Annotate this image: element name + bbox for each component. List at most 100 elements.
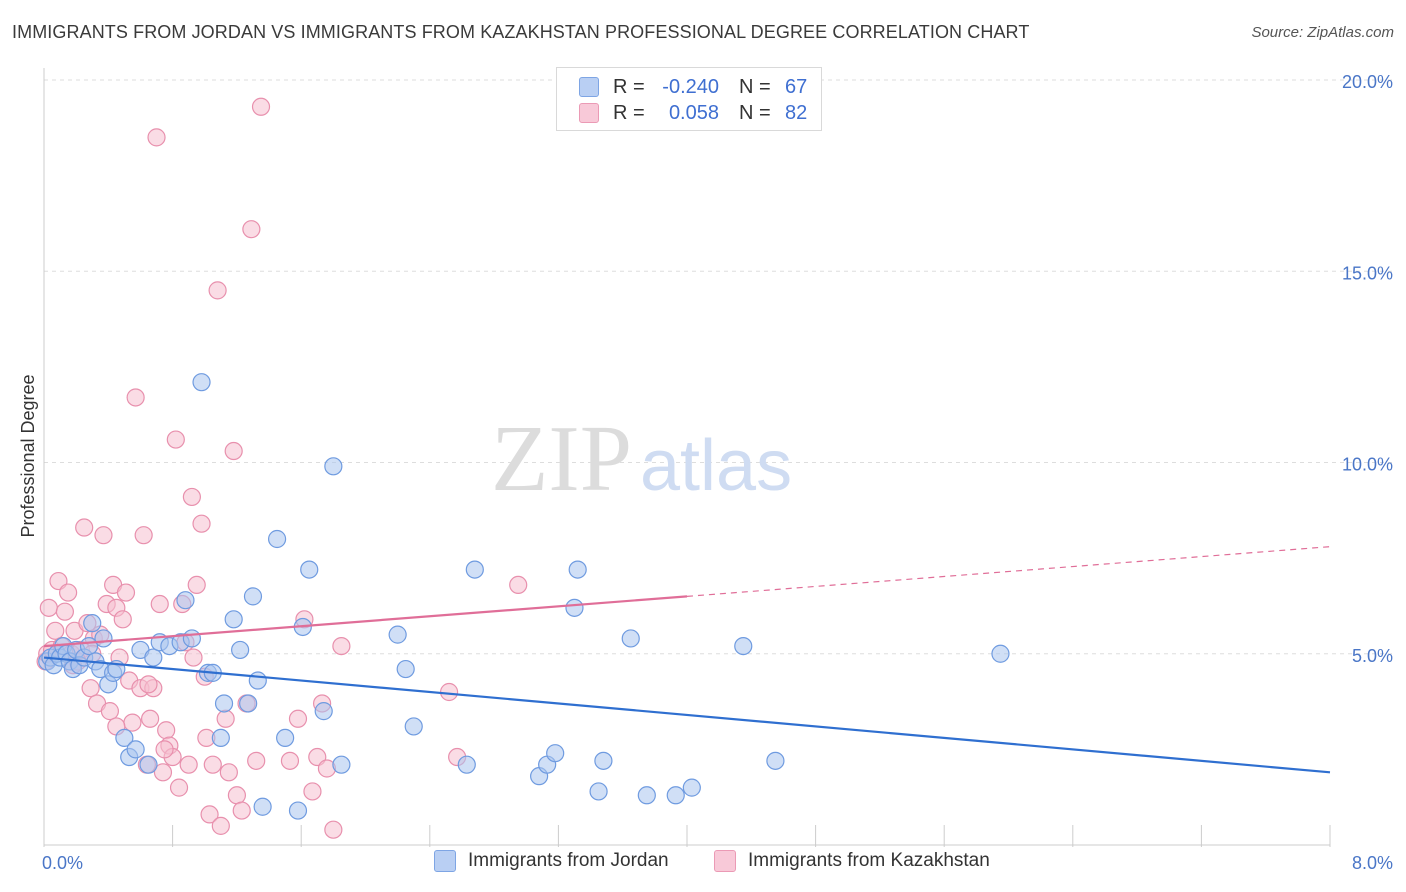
kazakhstan-trend-line xyxy=(43,595,688,648)
x-tick-label: 0.0% xyxy=(42,853,83,873)
data-point xyxy=(267,529,287,549)
data-point xyxy=(94,629,113,648)
data-point xyxy=(150,594,169,614)
data-point xyxy=(113,610,132,629)
data-point xyxy=(176,591,195,610)
axis-layer xyxy=(43,68,1331,847)
r-value-jordan: -0.240 xyxy=(662,75,719,98)
watermark-atlas: atlas xyxy=(640,426,792,506)
data-point xyxy=(203,755,222,774)
stats-row-jordan: R = -0.240 N = 67 xyxy=(579,74,807,100)
data-point xyxy=(126,388,145,407)
data-point xyxy=(46,621,65,640)
jordan-trend-line xyxy=(43,656,1331,774)
data-point xyxy=(239,694,258,713)
tick-labels: 5.0% 10.0% 15.0% 20.0% 0.0% 8.0% xyxy=(42,72,1393,873)
data-point xyxy=(100,702,120,721)
data-point xyxy=(169,778,189,797)
data-point xyxy=(179,755,198,774)
data-point xyxy=(546,744,565,763)
data-point xyxy=(81,679,100,698)
n-label: N = xyxy=(739,75,771,98)
data-point xyxy=(140,709,160,728)
n-value-kazakhstan: 82 xyxy=(785,101,808,124)
data-point xyxy=(59,583,78,602)
data-point xyxy=(666,786,685,805)
data-point xyxy=(75,518,94,537)
data-point xyxy=(208,281,227,300)
kazakhstan-trend-extension xyxy=(686,546,1331,597)
grid-layer xyxy=(44,79,1394,655)
data-point xyxy=(182,629,201,648)
jordan-legend-swatch xyxy=(434,850,456,872)
data-point xyxy=(509,575,528,595)
r-label: R = xyxy=(613,75,645,98)
data-point xyxy=(214,694,234,713)
y-tick-label: 5.0% xyxy=(1352,646,1393,666)
kazakhstan-legend-swatch xyxy=(714,850,736,872)
watermark-zip: ZIP xyxy=(491,407,632,511)
y-tick-label: 10.0% xyxy=(1342,455,1393,475)
data-point xyxy=(211,816,230,835)
data-point xyxy=(115,728,134,748)
data-point xyxy=(182,487,201,507)
n-value-jordan: 67 xyxy=(785,75,808,98)
x-tick-label: 8.0% xyxy=(1352,853,1393,873)
data-point xyxy=(288,801,308,820)
data-point xyxy=(276,728,295,748)
data-point xyxy=(219,763,238,782)
data-point xyxy=(139,755,158,774)
data-point xyxy=(396,659,415,679)
data-point xyxy=(734,636,753,656)
data-point xyxy=(83,614,102,633)
data-point xyxy=(303,782,322,801)
data-point xyxy=(332,636,351,656)
data-point xyxy=(280,751,300,770)
data-point xyxy=(192,373,211,392)
data-point xyxy=(465,560,484,579)
data-point xyxy=(253,797,272,816)
kazakhstan-swatch xyxy=(579,103,599,123)
data-point xyxy=(637,786,656,805)
data-point xyxy=(187,575,206,595)
data-point xyxy=(144,648,163,667)
data-point xyxy=(242,220,261,239)
data-point xyxy=(94,526,113,545)
jordan-swatch xyxy=(579,77,599,97)
r-value-kazakhstan: 0.058 xyxy=(668,101,719,124)
data-point xyxy=(147,128,166,147)
data-point xyxy=(211,728,230,748)
data-point xyxy=(232,801,251,820)
data-point xyxy=(227,786,246,805)
data-point xyxy=(192,514,211,533)
data-point xyxy=(247,751,266,770)
data-point xyxy=(243,587,263,606)
data-point xyxy=(200,805,219,824)
stats-row-kazakhstan: R = 0.058 N = 82 xyxy=(579,100,807,126)
data-point xyxy=(621,629,640,648)
data-point xyxy=(457,755,476,774)
data-point xyxy=(568,560,587,579)
data-point xyxy=(231,640,250,660)
data-point xyxy=(589,782,608,801)
stats-legend: R = -0.240 N = 67 R = 0.058 N = 82 xyxy=(556,67,822,131)
y-axis-label: Professional Degree xyxy=(18,374,38,537)
data-point xyxy=(153,763,173,782)
data-point xyxy=(126,740,145,759)
kazakhstan-points xyxy=(36,97,528,839)
data-point xyxy=(184,648,203,667)
legend-label-kazakhstan: Immigrants from Kazakhstan xyxy=(748,850,990,871)
watermark: ZIP atlas xyxy=(491,407,792,511)
chart-title: IMMIGRANTS FROM JORDAN VS IMMIGRANTS FRO… xyxy=(12,22,1030,42)
chart-source: Source: ZipAtlas.com xyxy=(1251,24,1394,41)
data-point xyxy=(116,583,136,602)
y-tick-label: 20.0% xyxy=(1342,72,1393,92)
legend-label-jordan: Immigrants from Jordan xyxy=(468,850,669,871)
legend-item-kazakhstan: Immigrants from Kazakhstan xyxy=(714,850,990,872)
data-point xyxy=(139,675,158,694)
data-point xyxy=(594,751,613,770)
data-point xyxy=(166,430,185,449)
data-point xyxy=(55,602,74,621)
data-point xyxy=(224,441,243,461)
